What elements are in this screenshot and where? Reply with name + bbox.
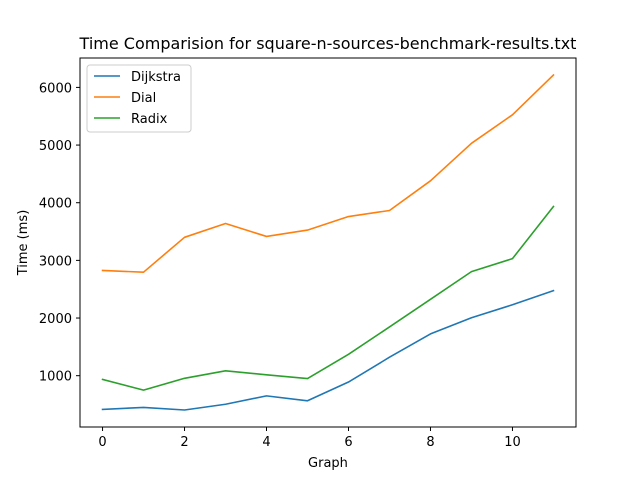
y-axis-label: Time (ms) bbox=[16, 210, 31, 277]
y-tick-label: 2000 bbox=[39, 312, 72, 327]
x-tick-label: 8 bbox=[426, 435, 434, 450]
y-tick-label: 1000 bbox=[39, 370, 72, 385]
y-tick-label: 3000 bbox=[39, 254, 72, 269]
x-tick-label: 10 bbox=[504, 435, 521, 450]
series-line-radix bbox=[101, 205, 555, 391]
y-tick-label: 5000 bbox=[39, 139, 72, 154]
x-axis-ticks: 0 2 4 6 8 10 bbox=[98, 427, 521, 450]
plot-area-frame bbox=[79, 57, 577, 428]
y-axis-ticks: 1000 2000 3000 4000 5000 6000 bbox=[39, 81, 80, 385]
chart-title: Time Comparision for square-n-sources-be… bbox=[79, 34, 577, 53]
legend: Dijkstra Dial Radix bbox=[86, 64, 192, 133]
legend-label-radix: Radix bbox=[131, 112, 168, 127]
x-axis-label: Graph bbox=[308, 456, 348, 471]
x-tick-label: 6 bbox=[344, 435, 352, 450]
x-tick-label: 0 bbox=[98, 435, 106, 450]
series-line-dial bbox=[101, 73, 555, 273]
series-line-dijkstra bbox=[101, 289, 555, 411]
plot-lines bbox=[101, 73, 555, 411]
legend-label-dijkstra: Dijkstra bbox=[131, 70, 181, 85]
legend-box bbox=[86, 64, 192, 133]
x-tick-label: 4 bbox=[262, 435, 270, 450]
legend-label-dial: Dial bbox=[131, 91, 156, 106]
y-tick-label: 4000 bbox=[39, 197, 72, 212]
y-tick-label: 6000 bbox=[39, 81, 72, 96]
x-tick-label: 2 bbox=[180, 435, 188, 450]
